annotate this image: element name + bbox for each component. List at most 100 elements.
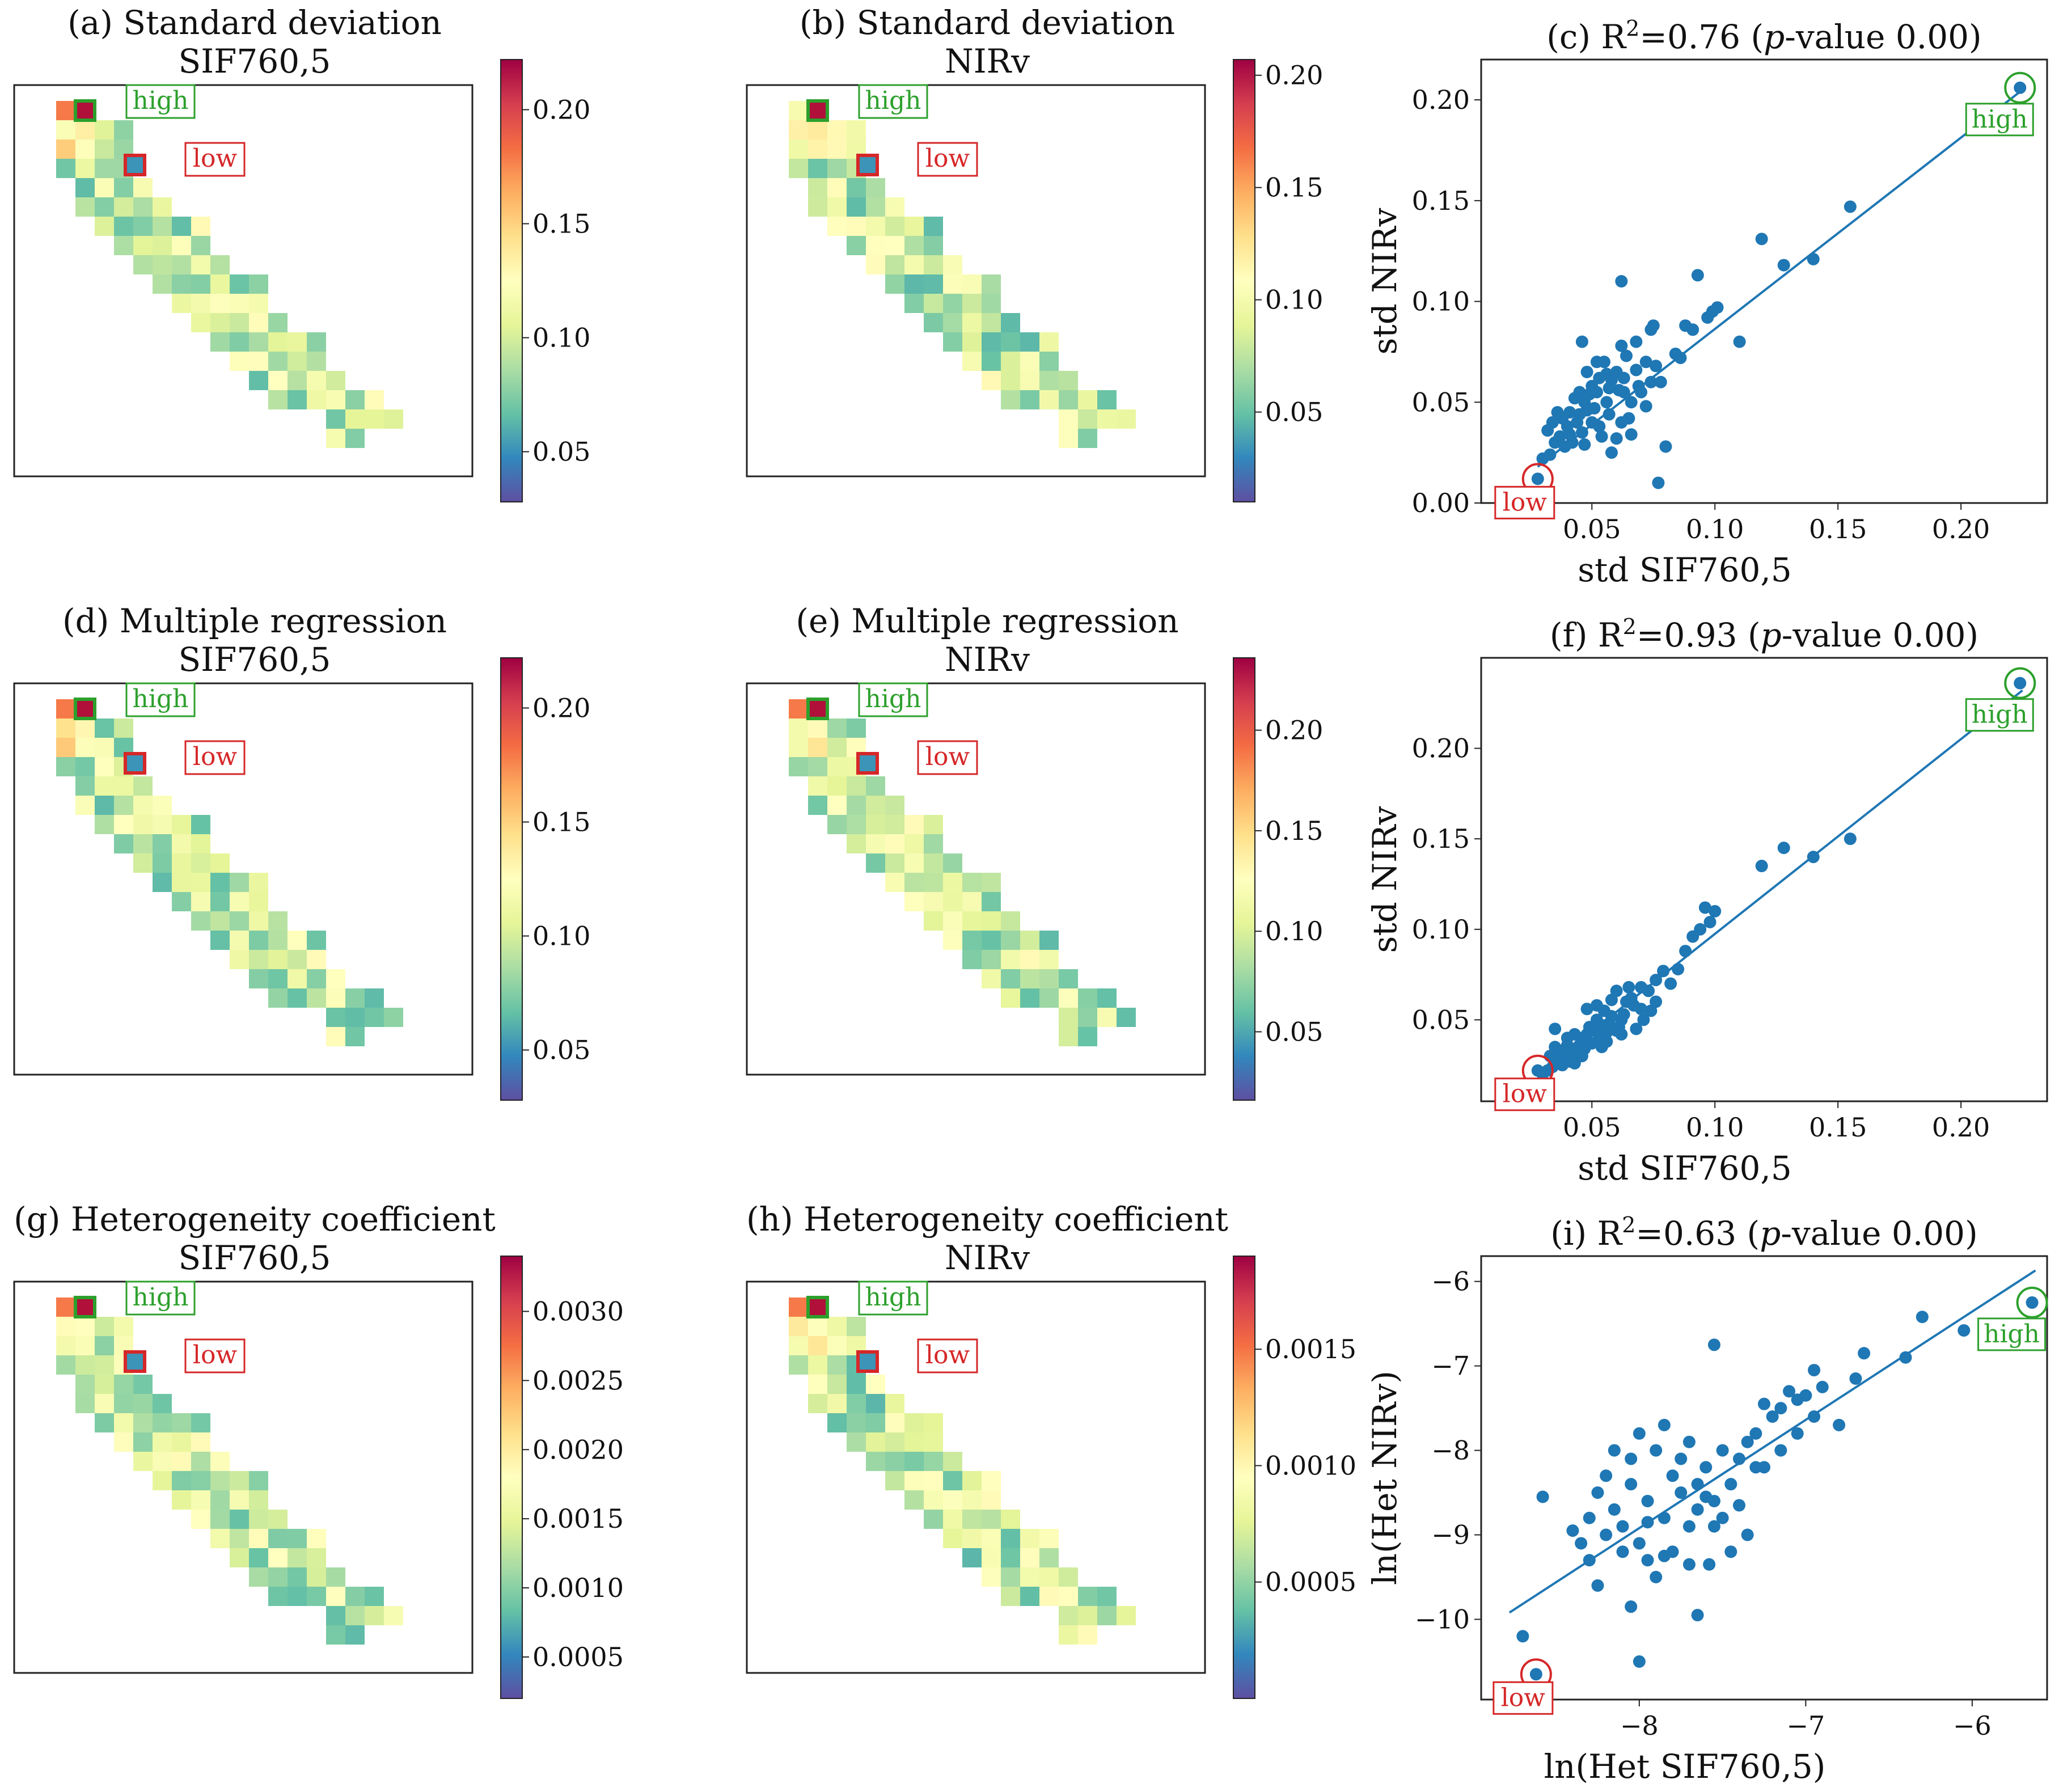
- map-cell: [885, 1394, 904, 1413]
- map-cell: [1078, 1008, 1097, 1027]
- map-cell: [866, 1452, 885, 1471]
- y-tick-label: 0.20: [1412, 733, 1470, 764]
- low-label: low: [925, 144, 970, 173]
- map-cell: [95, 178, 114, 197]
- map-cell: [1020, 1548, 1039, 1567]
- map-cell: [1059, 429, 1078, 448]
- panel-subtitle: SIF760,5: [179, 1239, 331, 1277]
- low-marker: [124, 154, 146, 176]
- map-cell: [288, 352, 307, 371]
- map-cell: [924, 1490, 943, 1510]
- low-label-box: [1494, 485, 1555, 519]
- colorbar-tick-label: 0.05: [532, 437, 590, 467]
- map-cell: [1020, 1529, 1039, 1548]
- map-cell: [191, 294, 210, 313]
- map-cell: [943, 274, 962, 294]
- map-cell: [1039, 332, 1059, 352]
- map-cell: [1117, 1008, 1136, 1027]
- scatter-point: [1622, 980, 1635, 994]
- map-cell: [249, 274, 268, 294]
- map-cell: [827, 757, 847, 776]
- map-cell: [808, 197, 827, 217]
- map-cell: [307, 371, 326, 390]
- low-label: low: [193, 1341, 238, 1370]
- scatter-point: [1679, 945, 1692, 958]
- x-axis-label: std SIF760,5: [1578, 1149, 1792, 1187]
- map-cell: [268, 1529, 288, 1548]
- map-cell: [114, 1394, 133, 1413]
- scatter-point: [1709, 905, 1722, 918]
- map-cell: [866, 197, 885, 217]
- scatter-point: [1682, 1558, 1696, 1571]
- scatter-point: [1578, 396, 1591, 409]
- map-cell: [307, 931, 326, 950]
- map-cell: [962, 931, 982, 950]
- scatter-point: [1659, 440, 1672, 453]
- scatter-point: [1583, 1511, 1596, 1524]
- map-cell: [924, 1413, 943, 1432]
- map-cell: [230, 873, 249, 892]
- map-cell: [249, 873, 268, 892]
- scatter-point: [1844, 200, 1857, 213]
- high-label-box: [1965, 103, 2034, 137]
- scatter-point: [1591, 1486, 1604, 1499]
- scatter-point: [1644, 375, 1658, 388]
- map-cell: [982, 950, 1001, 969]
- low-marker: [856, 752, 879, 775]
- map-cell: [191, 834, 210, 853]
- map-cell: [56, 1336, 75, 1355]
- map-cell: [1020, 969, 1039, 988]
- scatter-panel-i: (i) R2=0.63 (p-value 0.00) −8 −7 −6 −10 −9 −8 −…: [1365, 1212, 2048, 1786]
- scatter-point: [1650, 360, 1663, 373]
- map-cell: [1059, 371, 1078, 390]
- map-cell: [191, 815, 210, 834]
- map-cell: [172, 1452, 191, 1471]
- map-cell: [133, 796, 153, 815]
- map-cell: [153, 834, 172, 853]
- map-cell: [808, 1355, 827, 1375]
- scatter-point: [1615, 339, 1628, 352]
- map-cell: [172, 1471, 191, 1490]
- map-cell: [230, 1490, 249, 1510]
- y-tick-label: −9: [1431, 1520, 1470, 1550]
- scatter-point: [1807, 851, 1820, 864]
- map-cell: [326, 988, 345, 1008]
- map-cell: [847, 834, 866, 853]
- map-cell: [326, 969, 345, 988]
- map-cell: [1059, 969, 1078, 988]
- scatter-point: [1658, 1418, 1671, 1431]
- high-marker: [74, 698, 96, 720]
- map-cell: [982, 969, 1001, 988]
- map-cell: [56, 1317, 75, 1336]
- map-cell: [982, 873, 1001, 892]
- map-cell: [172, 274, 191, 294]
- map-cell: [95, 776, 114, 796]
- scatter-point: [1664, 977, 1677, 990]
- plot-frame: [1480, 657, 2048, 1102]
- scatter-point: [1703, 916, 1716, 929]
- colorbar-tick-label: 0.0025: [532, 1365, 624, 1396]
- map-cell: [962, 1548, 982, 1567]
- scatter-points: [1531, 81, 2027, 489]
- map-cell: [885, 197, 904, 217]
- map-cell: [172, 255, 191, 274]
- map-cell: [133, 236, 153, 255]
- panel-title: (h) Heterogeneity coefficient: [746, 1200, 1228, 1239]
- map-cell: [268, 1587, 288, 1606]
- map-cell: [133, 776, 153, 796]
- map-cell: [904, 236, 924, 255]
- scatter-point: [1633, 1655, 1646, 1668]
- map-cell: [75, 140, 95, 159]
- map-cell: [1001, 988, 1020, 1008]
- map-cell: [943, 332, 962, 352]
- scatter-point: [2014, 677, 2027, 690]
- panel-title: (b) Standard deviation: [800, 3, 1175, 42]
- map-cell: [249, 950, 268, 969]
- scatter-point: [1549, 1022, 1562, 1036]
- map-cell: [924, 1471, 943, 1490]
- scatter-point: [1608, 1503, 1621, 1516]
- map-cell: [1020, 371, 1039, 390]
- scatter-point: [1635, 980, 1648, 994]
- map-cell: [827, 120, 847, 140]
- map-cell: [288, 950, 307, 969]
